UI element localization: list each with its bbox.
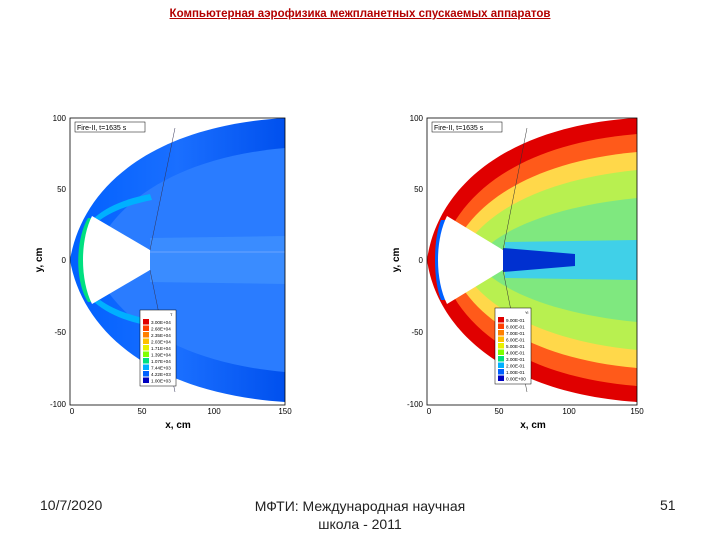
legend-title: Yi: [525, 310, 529, 315]
y-tick-label: 0: [419, 256, 424, 265]
y-tick-label: 50: [57, 185, 66, 194]
x-axis-label: x, cm: [165, 420, 191, 431]
legend-label: 2.68E+04: [151, 326, 171, 331]
legend-label: 0.00E+00: [506, 376, 526, 381]
legend-swatch: [143, 332, 149, 338]
x-tick-label: 150: [630, 407, 644, 416]
legend-swatch: [498, 343, 504, 349]
legend-swatch: [498, 336, 504, 342]
x-tick-label: 100: [207, 407, 221, 416]
y-tick-label: 50: [414, 185, 423, 194]
legend-label: 1.71E+04: [151, 346, 171, 351]
legend-label: 1.07E+04: [151, 359, 171, 364]
legend-label: 9.00E-01: [506, 318, 525, 323]
legend-label: 7.00E-01: [506, 331, 525, 336]
legend-label: 6.00E-01: [506, 337, 525, 342]
legend-label: 2.00E-01: [506, 363, 525, 368]
y-tick-label: 0: [62, 256, 67, 265]
legend-swatch: [143, 319, 149, 325]
x-tick-label: 50: [138, 407, 147, 416]
x-axis-label: x, cm: [520, 420, 546, 431]
legend-label: 1.00E-01: [506, 370, 525, 375]
legend-label: 5.00E-01: [506, 344, 525, 349]
legend-label: 4.00E-01: [506, 350, 525, 355]
legend-swatch: [143, 358, 149, 364]
legend-swatch: [498, 323, 504, 329]
legend-swatch: [143, 364, 149, 370]
page-number: 51: [660, 497, 676, 513]
legend-label: 7.44E+03: [151, 365, 171, 370]
legend-label: 3.00E+04: [151, 320, 171, 325]
y-tick-label: 100: [53, 114, 67, 123]
plot-header-box: [74, 121, 146, 133]
x-tick-label: 150: [278, 407, 292, 416]
legend-swatch: [498, 369, 504, 375]
species-contour-plot: Fire-II, t=1635 s 100 50 0 -50 -100 0 50…: [375, 108, 675, 433]
y-tick-label: -50: [411, 328, 423, 337]
legend: Yi 9.00E-018.00E-01 7.00E-016.00E-01 5.00E…: [494, 307, 532, 385]
legend-swatch: [498, 356, 504, 362]
temperature-contour-plot: Fire-II, t=1635 s 100 50 0 -50 -100 0 50…: [20, 108, 320, 433]
plot-header: Fire-II, t=1635 s: [434, 125, 484, 132]
wake-region: [150, 236, 285, 284]
legend-swatch: [143, 377, 149, 383]
hot-layer-arc-lower: [94, 300, 152, 326]
x-tick-label: 0: [70, 407, 75, 416]
legend-label: 4.22E+03: [151, 372, 171, 377]
plot-header-box: [431, 121, 503, 133]
blue-wake-core: [503, 248, 575, 272]
y-axis-label: y, cm: [34, 247, 45, 272]
hot-layer-arc-upper: [94, 194, 152, 220]
y-axis-label: y, cm: [391, 247, 402, 272]
legend-swatch: [143, 325, 149, 331]
plot-header: Fire-II, t=1635 s: [77, 125, 127, 132]
x-tick-label: 50: [495, 407, 504, 416]
legend-label: 3.00E-01: [506, 357, 525, 362]
y-tick-label: -50: [54, 328, 66, 337]
footer-date: 10/7/2020: [40, 497, 103, 513]
legend-label: 2.35E+04: [151, 333, 171, 338]
footer-line-1: МФТИ: Международная научная: [254, 498, 466, 514]
footer-line-2: школа - 2011: [318, 516, 402, 532]
legend-swatch: [498, 375, 504, 381]
slide-title: Компьютерная аэрофизика межпланетных спу…: [169, 8, 551, 20]
legend-label: 1.39E+04: [151, 352, 171, 357]
legend-swatch: [143, 345, 149, 351]
x-tick-label: 100: [562, 407, 576, 416]
legend-label: 8.00E-01: [506, 324, 525, 329]
legend-swatch: [498, 317, 504, 323]
legend-swatch: [143, 371, 149, 377]
y-tick-label: -100: [50, 400, 67, 409]
legend-swatch: [498, 349, 504, 355]
footer-institution: МФТИ: Международная научная школа - 2011: [240, 497, 480, 533]
legend: T 3.00E+042.68E+04 2.35E+042.03E+04 1.71E+…: [139, 309, 177, 387]
y-tick-label: 100: [410, 114, 424, 123]
legend-swatch: [498, 362, 504, 368]
y-tick-label: -100: [407, 400, 424, 409]
legend-swatch: [143, 351, 149, 357]
legend-title: T: [170, 312, 173, 317]
legend-swatch: [143, 338, 149, 344]
capsule-body: [83, 216, 150, 304]
capsule-body: [438, 216, 503, 304]
legend-label: 2.03E+04: [151, 339, 171, 344]
x-tick-label: 0: [427, 407, 432, 416]
legend-swatch: [498, 330, 504, 336]
legend-label: 1.00E+03: [151, 378, 171, 383]
